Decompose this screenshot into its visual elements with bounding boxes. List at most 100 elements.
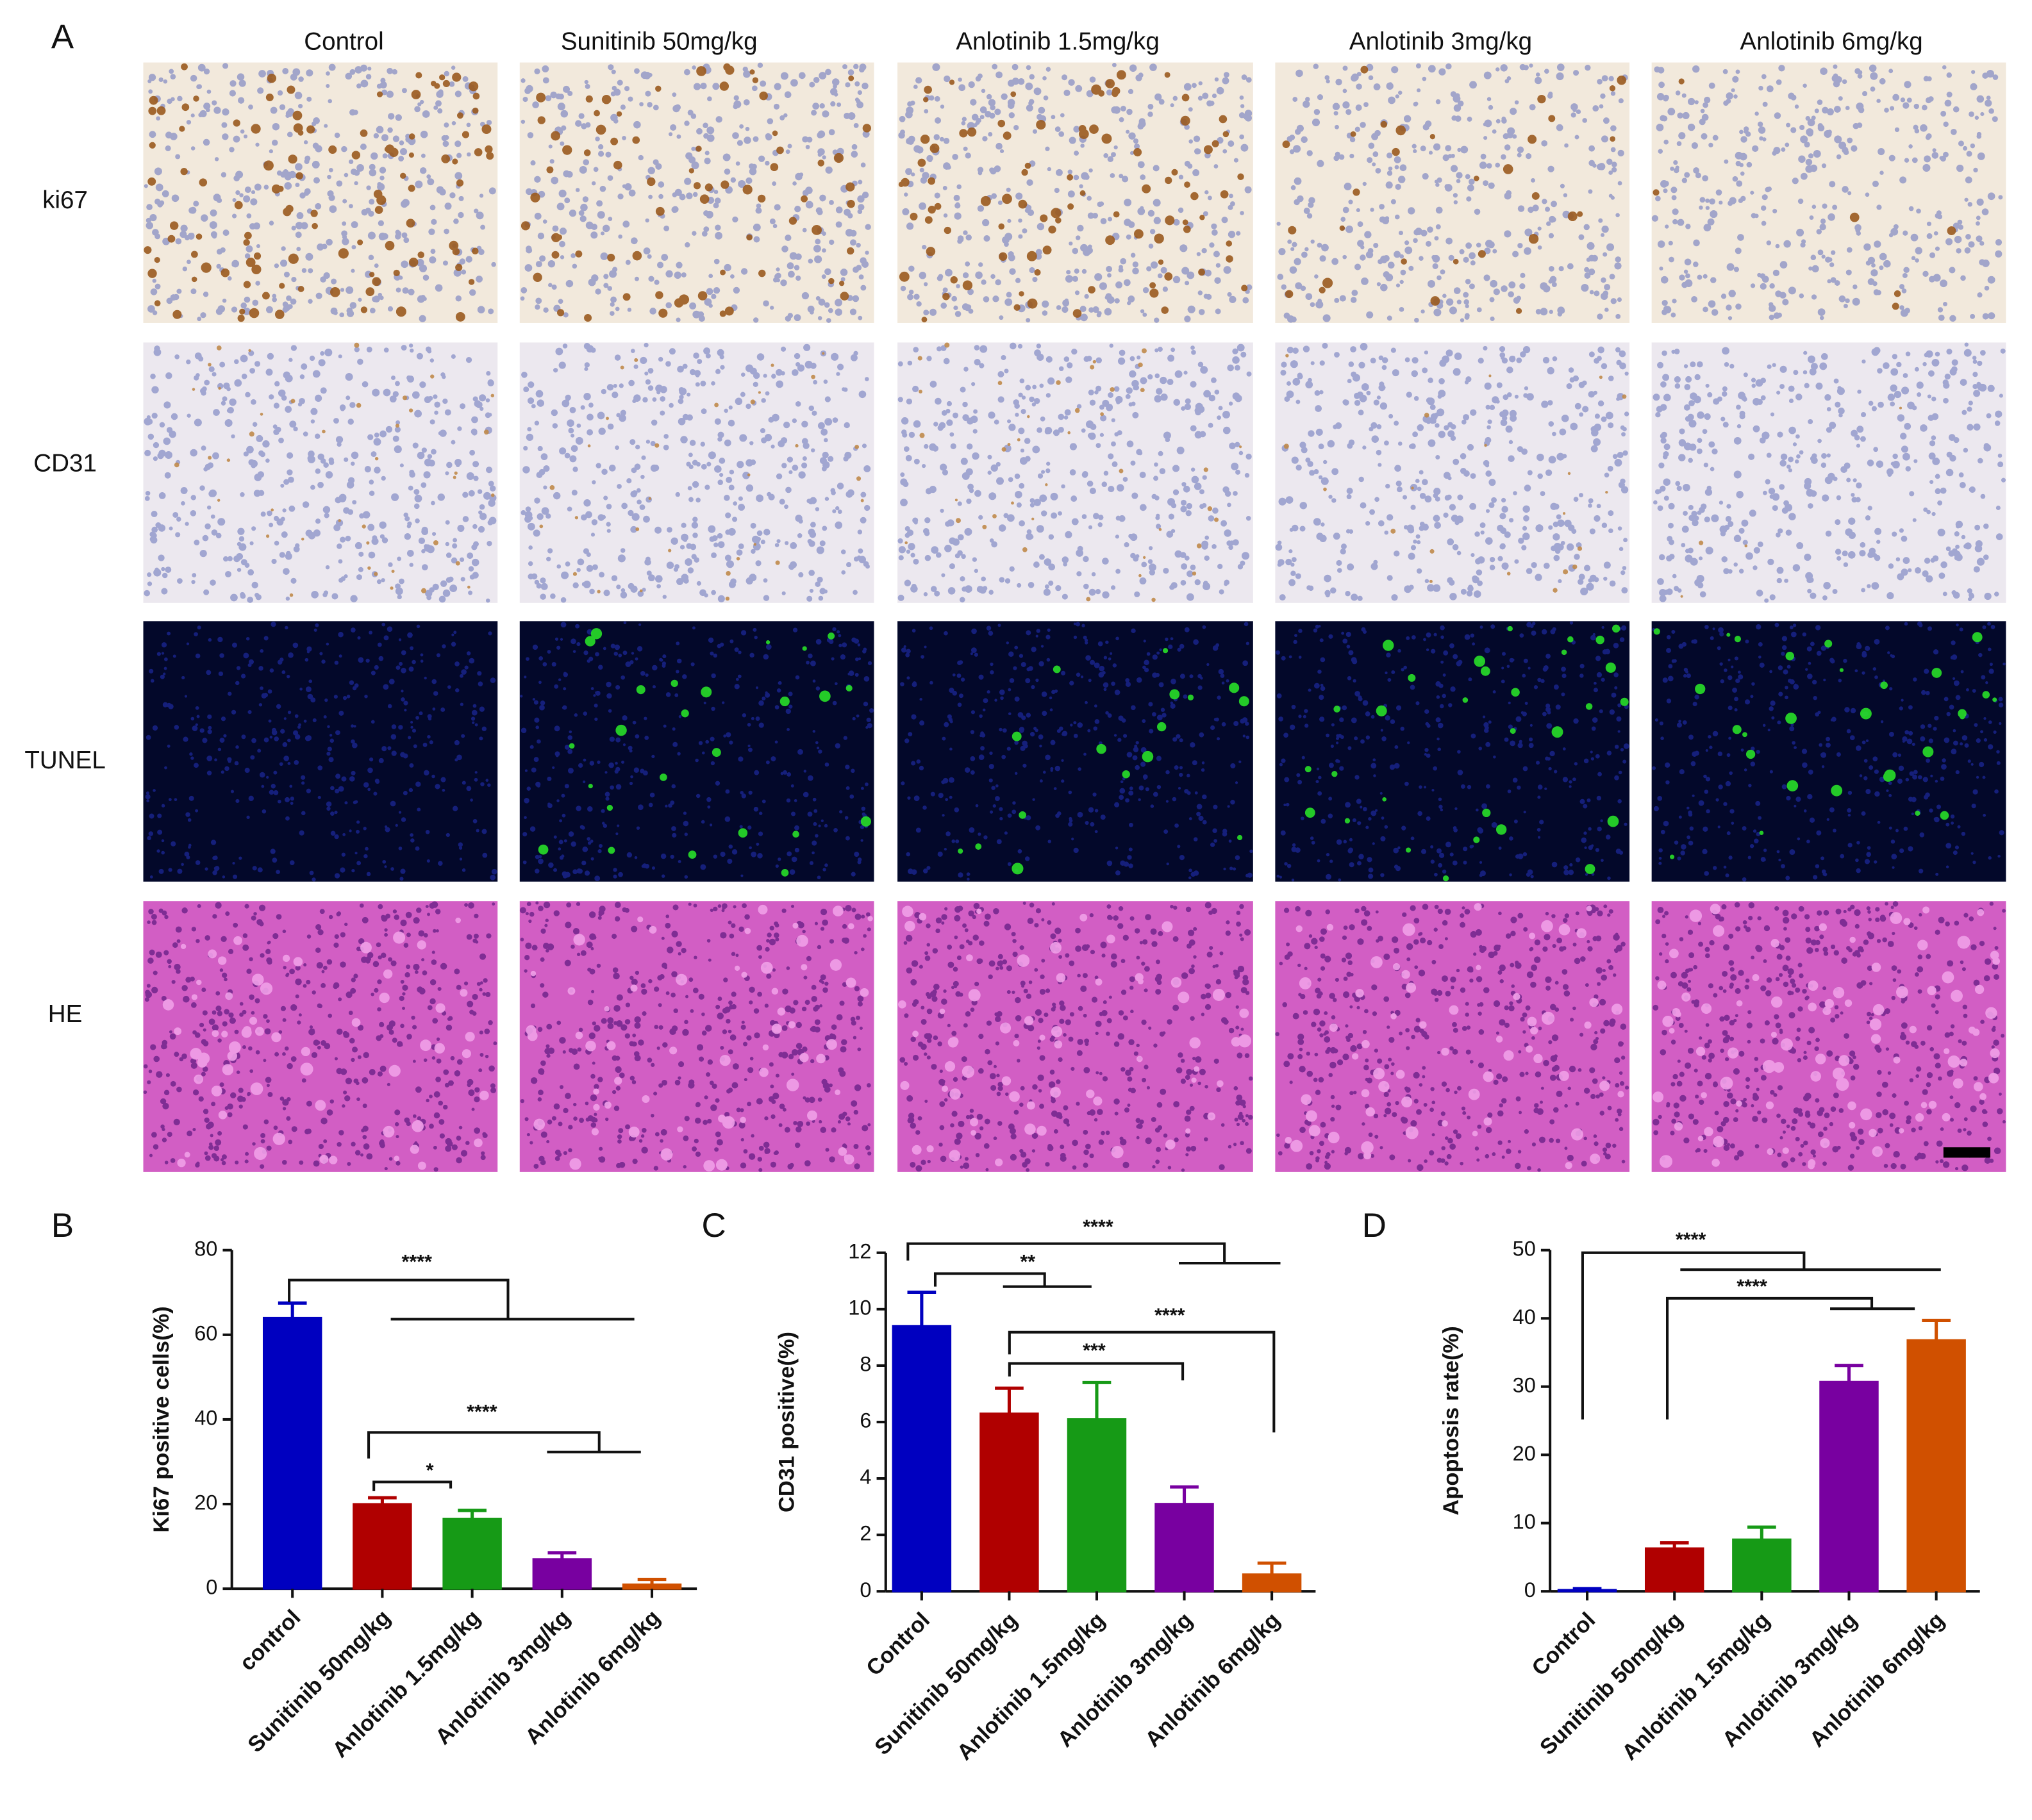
micrograph [143, 342, 498, 603]
significance-bracket [1008, 1362, 1185, 1380]
micrograph-cells [1651, 64, 2003, 322]
micrograph [1275, 342, 1630, 603]
row-label: HE [48, 1000, 83, 1028]
x-tick-label: control [235, 1605, 306, 1676]
y-tick-label: 2 [860, 1522, 871, 1545]
x-tick-label: Control [862, 1608, 935, 1681]
x-tick-label: Anlotinib 1.5mg/kg [1617, 1608, 1774, 1765]
panel-letter: A [51, 18, 74, 56]
y-tick-label: 40 [194, 1407, 217, 1430]
y-tick-label: 0 [206, 1576, 217, 1599]
significance-bracket [906, 1242, 1281, 1265]
bar [622, 1583, 682, 1590]
bar [1557, 1589, 1617, 1592]
y-tick-label: 6 [860, 1409, 871, 1432]
y-tick-label: 0 [860, 1578, 871, 1601]
micrograph [1275, 901, 1630, 1172]
bar [442, 1518, 502, 1590]
micrograph-stain [520, 63, 871, 322]
significance-bracket [288, 1278, 635, 1321]
significance-label: * [426, 1459, 434, 1481]
micrograph-cells [143, 901, 497, 1172]
micrograph-cells [897, 342, 1252, 603]
y-tick-label: 0 [1524, 1578, 1536, 1601]
panel-letter: B [51, 1207, 74, 1245]
micrograph-cells [1653, 342, 2006, 603]
micrograph [897, 621, 1253, 882]
significance-bracket [933, 1272, 1092, 1288]
micrograph-cells [520, 62, 871, 323]
column-header: Anlotinib 1.5mg/kg [956, 28, 1160, 55]
bar [1154, 1503, 1214, 1592]
micrograph [1651, 621, 2006, 882]
significance-label: **** [467, 1401, 497, 1423]
y-tick-label: 12 [848, 1239, 871, 1262]
y-tick-label: 60 [194, 1321, 217, 1344]
micrograph-cells [1275, 904, 1629, 1172]
column-header: Control [304, 28, 383, 55]
micrograph-cells [898, 62, 1253, 323]
panel-letter: C [701, 1207, 726, 1245]
y-tick-label: 40 [1513, 1305, 1536, 1328]
bar [892, 1325, 952, 1592]
y-tick-label: 8 [860, 1353, 871, 1376]
micrograph-cells [144, 343, 497, 603]
y-tick-label: 10 [1513, 1510, 1536, 1533]
significance-label: ** [1020, 1251, 1035, 1273]
x-tick-label: Control [1528, 1608, 1601, 1681]
x-tick-label: Sunitinib 50mg/kg [1535, 1608, 1687, 1760]
bar [262, 1316, 322, 1590]
x-tick-label: Sunitinib 50mg/kg [870, 1608, 1022, 1760]
significance-label: **** [1083, 1216, 1113, 1237]
significance-bracket [1581, 1251, 1941, 1419]
panel-letter: D [1362, 1207, 1387, 1245]
micrograph-cells [1276, 63, 1628, 323]
row-label: TUNEL [24, 747, 106, 774]
row-label: CD31 [33, 450, 97, 477]
y-tick-label: 80 [194, 1237, 217, 1260]
y-axis-label: Ki67 positive cells(%) [149, 1306, 174, 1532]
y-axis-label: CD31 positive(%) [775, 1332, 799, 1512]
bar [1732, 1538, 1792, 1592]
column-header: Sunitinib 50mg/kg [561, 28, 758, 55]
significance-bracket [367, 1431, 641, 1459]
significance-label: **** [1154, 1304, 1185, 1326]
y-tick-label: 20 [194, 1491, 217, 1514]
y-axis-label: Apoptosis rate(%) [1439, 1326, 1463, 1515]
scale-bar [1943, 1147, 1990, 1158]
bar [1644, 1547, 1704, 1592]
micrograph-cells [520, 342, 871, 603]
bar [353, 1503, 412, 1590]
bar [532, 1558, 592, 1590]
x-tick-label: Anlotinib 1.5mg/kg [953, 1608, 1110, 1765]
micrograph [1275, 621, 1630, 882]
micrograph-cells [520, 621, 874, 882]
significance-bracket [1665, 1296, 1915, 1419]
y-tick-label: 30 [1513, 1373, 1536, 1396]
y-tick-label: 20 [1513, 1442, 1536, 1465]
bar [1819, 1380, 1879, 1592]
micrograph-stain [162, 917, 489, 1170]
significance-bracket [1008, 1330, 1276, 1433]
micrograph [519, 342, 874, 603]
significance-label: **** [402, 1251, 433, 1273]
y-tick-label: 10 [848, 1296, 871, 1319]
micrograph-cells [1275, 342, 1629, 601]
bar [1906, 1339, 1966, 1592]
significance-label: *** [1083, 1339, 1106, 1361]
x-tick-label: Anlotinib 1.5mg/kg [328, 1605, 485, 1762]
column-header: Anlotinib 3mg/kg [1349, 28, 1532, 55]
micrograph-stain [1653, 904, 2001, 1170]
bar [979, 1412, 1039, 1592]
y-tick-label: 50 [1513, 1237, 1536, 1260]
bar [1067, 1418, 1127, 1592]
micrograph [897, 901, 1253, 1172]
significance-label: **** [1736, 1276, 1767, 1298]
bar [1242, 1573, 1302, 1592]
y-tick-label: 4 [860, 1466, 871, 1489]
micrograph-cells [900, 622, 1253, 881]
micrograph [143, 621, 498, 882]
significance-bracket [372, 1480, 453, 1491]
